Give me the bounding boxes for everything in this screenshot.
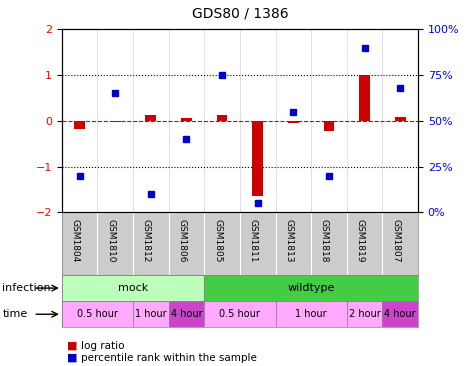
Text: GSM1806: GSM1806: [178, 219, 186, 262]
Bar: [62, 301, 133, 327]
Bar: [347, 301, 382, 327]
Text: 0.5 hour: 0.5 hour: [77, 309, 118, 319]
Text: GSM1805: GSM1805: [213, 219, 222, 262]
Text: ■: ■: [66, 341, 77, 351]
Text: ■: ■: [66, 352, 77, 363]
Text: mock: mock: [118, 283, 148, 293]
Text: wildtype: wildtype: [287, 283, 335, 293]
Text: log ratio: log ratio: [81, 341, 124, 351]
Bar: [74, 121, 85, 129]
Text: percentile rank within the sample: percentile rank within the sample: [81, 352, 256, 363]
Bar: [276, 301, 347, 327]
Text: GSM1813: GSM1813: [285, 219, 293, 262]
Text: 4 hour: 4 hour: [384, 309, 416, 319]
Bar: [145, 115, 156, 121]
Text: GDS80 / 1386: GDS80 / 1386: [191, 6, 288, 20]
Text: 1 hour: 1 hour: [295, 309, 327, 319]
Text: GSM1812: GSM1812: [142, 219, 151, 262]
Bar: [217, 115, 228, 121]
Bar: [133, 301, 169, 327]
Text: GSM1804: GSM1804: [71, 219, 80, 262]
Text: GSM1810: GSM1810: [106, 219, 115, 262]
Bar: [323, 121, 334, 131]
Text: infection: infection: [2, 283, 51, 293]
Text: 1 hour: 1 hour: [135, 309, 167, 319]
Bar: [252, 121, 263, 196]
Text: 0.5 hour: 0.5 hour: [219, 309, 260, 319]
Bar: [169, 301, 204, 327]
Text: 4 hour: 4 hour: [171, 309, 202, 319]
Bar: [204, 301, 276, 327]
Text: GSM1807: GSM1807: [391, 219, 400, 262]
Bar: [359, 75, 370, 121]
Bar: [62, 275, 204, 301]
Text: 2 hour: 2 hour: [349, 309, 380, 319]
Text: time: time: [2, 309, 28, 319]
Bar: [181, 119, 192, 121]
Text: GSM1818: GSM1818: [320, 219, 329, 262]
Text: GSM1811: GSM1811: [249, 219, 257, 262]
Text: GSM1819: GSM1819: [356, 219, 365, 262]
Bar: [382, 301, 418, 327]
Bar: [204, 275, 418, 301]
Bar: [288, 121, 299, 123]
Bar: [110, 121, 121, 122]
Bar: [395, 117, 406, 121]
